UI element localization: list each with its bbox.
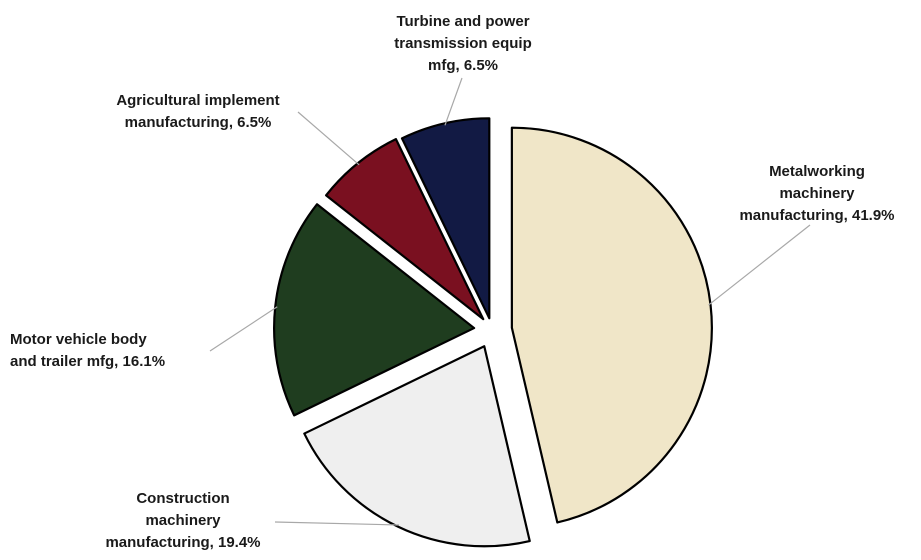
pie-slice-construction-machinery-manufacturing bbox=[303, 345, 531, 548]
slice-label-construction-machinery-manufacturing: Construction machinery manufacturing, 19.4… bbox=[105, 490, 260, 551]
leader-lines-layer bbox=[209, 77, 811, 526]
slice-label-line: manufacturing, 41.9% bbox=[739, 207, 894, 224]
leader-line-motor-vehicle-body-and-trailer-mfg bbox=[209, 306, 278, 352]
pie-slice-turbine-and-power-transmission-equip-mfg bbox=[400, 117, 491, 320]
pie-slice-motor-vehicle-body-and-trailer-mfg bbox=[273, 203, 476, 417]
slices-layer bbox=[273, 117, 713, 548]
slice-label-line: manufacturing, 19.4% bbox=[105, 534, 260, 551]
leader-line-turbine-and-power-transmission-equip-mfg bbox=[444, 77, 463, 126]
pie-slice-metalworking-machinery-manufacturing bbox=[510, 126, 713, 524]
leader-line-agricultural-implement-manufacturing bbox=[297, 111, 360, 166]
slice-label-line: and trailer mfg, 16.1% bbox=[10, 353, 165, 370]
slice-label-agricultural-implement-manufacturing: Agricultural implement manufacturing, 6.5… bbox=[116, 92, 279, 131]
slice-label-line: machinery bbox=[779, 185, 855, 202]
slice-label-metalworking-machinery-manufacturing: Metalworking machinery manufacturing, 41.9… bbox=[739, 163, 894, 224]
leader-line-metalworking-machinery-manufacturing bbox=[708, 224, 811, 306]
slice-label-motor-vehicle-body-and-trailer-mfg: Motor vehicle body and trailer mfg, 16.1% bbox=[10, 331, 165, 370]
slice-label-turbine-and-power-transmission-equip-mfg: Turbine and power transmission equip mfg, … bbox=[394, 13, 532, 74]
slice-label-line: machinery bbox=[145, 512, 221, 529]
labels-layer: Metalworking machinery manufacturing, 41.9… bbox=[10, 13, 895, 551]
slice-label-line: Agricultural implement bbox=[116, 92, 279, 109]
slice-label-line: transmission equip bbox=[394, 35, 532, 52]
slice-label-line: Construction bbox=[136, 490, 229, 507]
slice-label-line: Motor vehicle body bbox=[10, 331, 147, 348]
slice-label-line: manufacturing, 6.5% bbox=[125, 114, 272, 131]
leader-line-construction-machinery-manufacturing bbox=[274, 521, 400, 526]
slice-label-line: Turbine and power bbox=[396, 13, 529, 30]
slice-label-line: mfg, 6.5% bbox=[428, 57, 498, 74]
slice-label-line: Metalworking bbox=[769, 163, 865, 180]
